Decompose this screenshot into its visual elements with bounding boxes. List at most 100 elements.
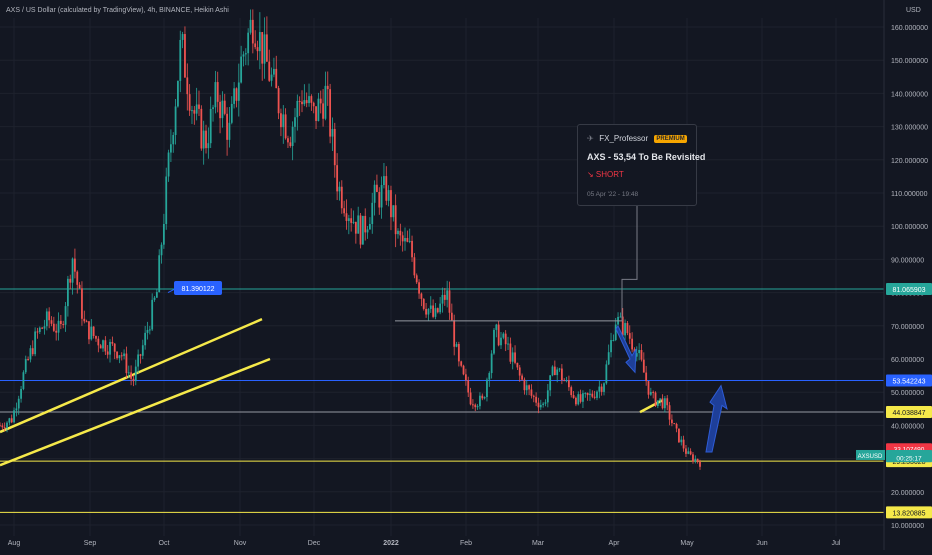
candle-body <box>331 128 334 137</box>
candle-body <box>467 380 470 393</box>
y-tick-label: 20.000000 <box>891 490 924 497</box>
horizontal-levels[interactable] <box>0 288 884 513</box>
candle-body <box>249 19 252 33</box>
candle-body <box>123 353 125 357</box>
candle-body <box>635 353 638 357</box>
callout-label[interactable] <box>174 280 222 295</box>
candle-body <box>312 102 315 107</box>
candle-body <box>29 348 32 360</box>
candle-body <box>687 451 690 454</box>
idea-title[interactable]: AXS - 53,54 To Be Revisited <box>587 152 706 162</box>
candle-body <box>240 56 243 83</box>
candle-body <box>338 186 341 192</box>
candle-body <box>31 348 34 355</box>
up-arrow-icon[interactable] <box>705 384 728 453</box>
down-arrow-icon[interactable] <box>615 324 637 374</box>
candle-body <box>376 184 378 192</box>
candle-body <box>308 96 310 104</box>
candle-body <box>357 215 360 234</box>
candle-body <box>303 100 306 105</box>
author-row[interactable]: ✈ FX_Professor PREMIUM <box>587 134 687 143</box>
candle-body <box>628 333 631 339</box>
idea-card[interactable]: ✈ FX_Professor PREMIUM AXS - 53,54 To Be… <box>577 124 705 206</box>
candle-body <box>139 354 142 356</box>
candle-body <box>500 337 502 346</box>
candle-body <box>10 418 13 423</box>
candle-body <box>38 327 41 332</box>
candle-body <box>66 278 69 307</box>
candle-body <box>366 229 369 233</box>
candle-body <box>481 395 484 399</box>
candle-body <box>144 332 147 346</box>
candle-body <box>532 395 535 397</box>
level-price-text: 53.542243 <box>892 378 925 385</box>
candle-body <box>326 85 329 90</box>
candle-body <box>464 374 467 381</box>
candle-body <box>514 352 516 363</box>
candle-body <box>556 369 559 376</box>
candle-body <box>71 258 74 283</box>
candle-body <box>413 257 416 276</box>
level-price-text: 13.820885 <box>892 510 925 517</box>
candle-body <box>177 80 179 107</box>
candle-body <box>631 338 634 350</box>
candle-body <box>493 329 495 354</box>
candle-body <box>24 359 27 373</box>
candle-body <box>160 244 163 256</box>
candle-body <box>469 392 472 405</box>
candle-body <box>612 340 615 342</box>
candle-body <box>598 386 601 392</box>
candle-body <box>383 176 385 185</box>
candle-body <box>90 326 93 340</box>
candle-body <box>165 176 168 224</box>
candle-body <box>113 343 116 352</box>
candle-body <box>575 397 577 405</box>
channel-lower-line[interactable] <box>0 357 271 467</box>
candle-body <box>441 294 444 304</box>
candle-body <box>390 190 392 218</box>
candle-body <box>263 34 266 64</box>
candle-body <box>418 282 420 294</box>
y-tick-label: 150.000000 <box>891 58 928 65</box>
candle-body <box>539 404 542 408</box>
candle-body <box>661 398 664 409</box>
candle-body <box>649 391 652 395</box>
candle-body <box>680 439 683 443</box>
author-name[interactable]: FX_Professor <box>599 134 649 143</box>
price-label-text: 33.107490 <box>894 446 925 453</box>
candle-body <box>605 364 608 384</box>
candle-body <box>472 404 474 406</box>
annotations[interactable]: 81.390122 <box>167 205 728 453</box>
symbol-tag-text: AXSUSD <box>858 454 883 460</box>
y-tick-label: 110.000000 <box>891 191 928 198</box>
candle-body <box>652 391 655 393</box>
candle-body <box>76 271 79 285</box>
y-tick-label: 100.000000 <box>891 224 928 231</box>
candle-body <box>385 176 388 201</box>
candle-body <box>528 385 530 390</box>
candle-body <box>62 324 65 326</box>
candle-body <box>448 290 451 313</box>
candle-body <box>340 186 343 209</box>
candle-body <box>495 324 498 330</box>
candle-body <box>52 323 55 331</box>
candle-body <box>92 326 95 337</box>
premium-badge: PREMIUM <box>654 134 687 143</box>
candle-body <box>48 311 51 321</box>
candle-body <box>137 354 140 367</box>
candle-body <box>521 375 523 380</box>
candle-body <box>692 454 694 462</box>
candle-body <box>329 89 332 137</box>
candle-body <box>507 343 509 345</box>
candle-body <box>155 292 158 298</box>
candle-body <box>322 103 324 119</box>
candle-body <box>319 98 322 104</box>
candle-body <box>74 258 76 272</box>
candle-body <box>607 352 610 365</box>
candle-body <box>111 341 114 344</box>
candle-body <box>116 351 118 359</box>
candle-body <box>699 461 701 467</box>
candle-body <box>589 393 591 396</box>
